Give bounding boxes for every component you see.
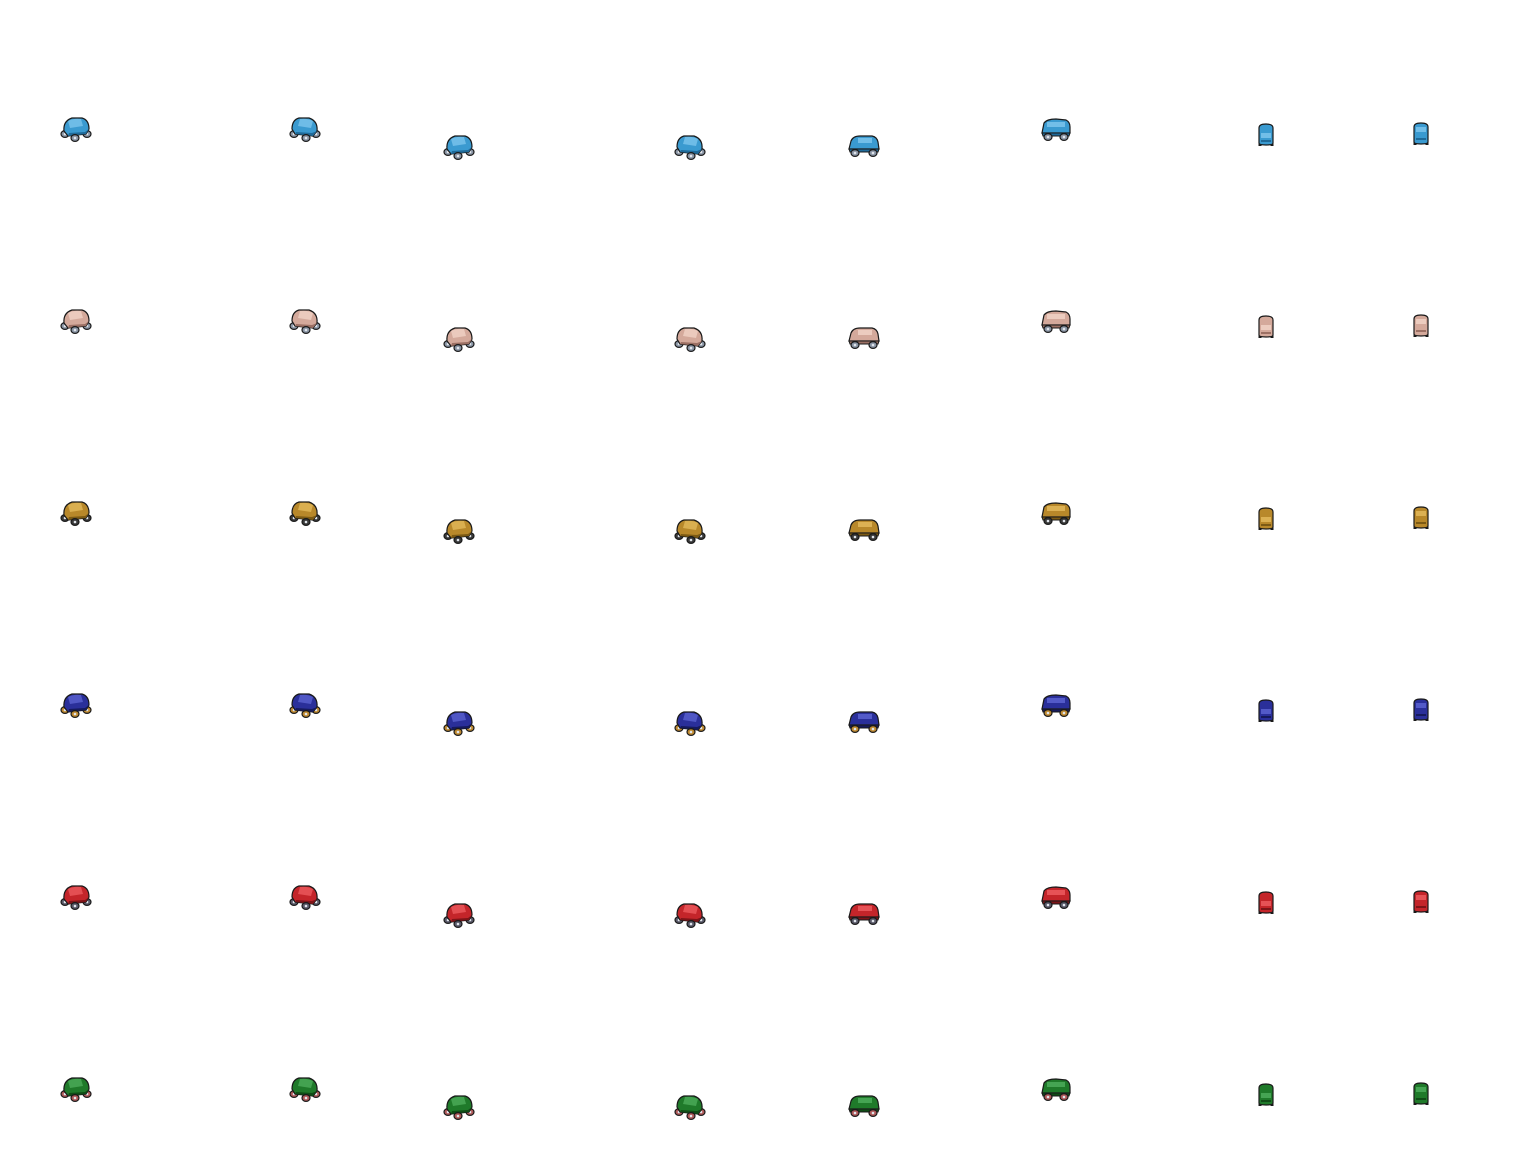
car-sprite-gold-side-rear	[1036, 493, 1076, 533]
car-sprite-red-diagonal-front-left	[439, 893, 479, 933]
car-sprite-green-side-right	[844, 1084, 884, 1124]
car-sprite-navy-diagonal-left	[56, 683, 96, 723]
car-sprite-red-front	[1246, 885, 1286, 925]
car-sprite-red-diagonal-front-right	[670, 893, 710, 933]
car-sprite-green-back	[1401, 1076, 1441, 1116]
car-sprite-green-diagonal-front-right	[670, 1085, 710, 1125]
car-sprite-gold-front	[1246, 501, 1286, 541]
car-sprite-gold-side-right	[844, 508, 884, 548]
car-sprite-blue-back	[1401, 116, 1441, 156]
car-sprite-navy-front	[1246, 693, 1286, 733]
car-sprite-gold-diagonal-front-right	[670, 509, 710, 549]
car-sprite-blue-diagonal-right	[285, 107, 325, 147]
car-sprite-green-diagonal-left	[56, 1067, 96, 1107]
car-sprite-gold-diagonal-front-left	[439, 509, 479, 549]
car-sprite-blue-diagonal-front-left	[439, 125, 479, 165]
car-sprite-red-side-right	[844, 892, 884, 932]
car-sprite-red-back	[1401, 884, 1441, 924]
car-sprite-green-diagonal-front-left	[439, 1085, 479, 1125]
car-sprite-gold-back	[1401, 500, 1441, 540]
car-sprite-blue-front	[1246, 117, 1286, 157]
car-sprite-navy-back	[1401, 692, 1441, 732]
car-sprite-gold-diagonal-right	[285, 491, 325, 531]
car-sprite-navy-side-right	[844, 700, 884, 740]
car-sprite-gold-diagonal-left	[56, 491, 96, 531]
car-sprite-navy-diagonal-front-left	[439, 701, 479, 741]
car-sprite-green-side-rear	[1036, 1069, 1076, 1109]
car-sprite-tan-side-right	[844, 316, 884, 356]
car-sprite-blue-diagonal-left	[56, 107, 96, 147]
car-sprite-navy-diagonal-front-right	[670, 701, 710, 741]
car-sprite-blue-side-right	[844, 124, 884, 164]
car-sprite-tan-front	[1246, 309, 1286, 349]
car-sprite-tan-diagonal-left	[56, 299, 96, 339]
car-sprite-green-front	[1246, 1077, 1286, 1117]
car-sprite-green-diagonal-right	[285, 1067, 325, 1107]
car-sprite-tan-diagonal-right	[285, 299, 325, 339]
car-sprite-tan-back	[1401, 308, 1441, 348]
car-sprite-blue-side-rear	[1036, 109, 1076, 149]
car-sprite-navy-side-rear	[1036, 685, 1076, 725]
car-sprite-navy-diagonal-right	[285, 683, 325, 723]
car-sprite-red-diagonal-left	[56, 875, 96, 915]
car-sprite-blue-diagonal-front-right	[670, 125, 710, 165]
car-sprite-red-diagonal-right	[285, 875, 325, 915]
car-sprite-tan-side-rear	[1036, 301, 1076, 341]
car-sprite-tan-diagonal-front-right	[670, 317, 710, 357]
car-sprite-red-side-rear	[1036, 877, 1076, 917]
car-sprite-tan-diagonal-front-left	[439, 317, 479, 357]
